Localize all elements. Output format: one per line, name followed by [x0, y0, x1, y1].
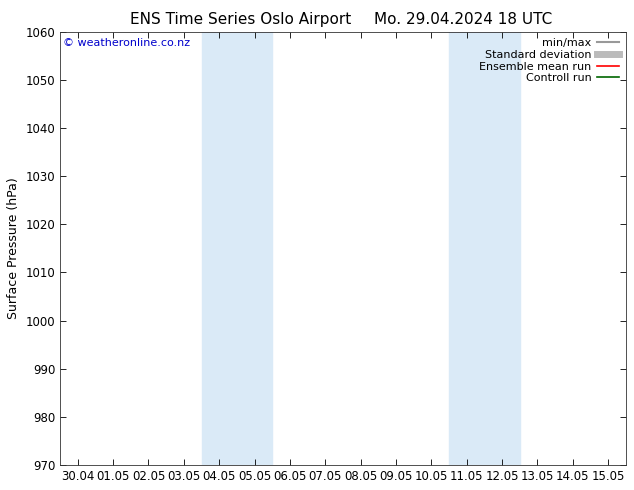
Text: Mo. 29.04.2024 18 UTC: Mo. 29.04.2024 18 UTC: [373, 12, 552, 27]
Bar: [202, 31, 272, 465]
Text: ENS Time Series Oslo Airport: ENS Time Series Oslo Airport: [131, 12, 351, 27]
Y-axis label: Surface Pressure (hPa): Surface Pressure (hPa): [7, 177, 20, 319]
Bar: [449, 31, 520, 465]
Legend: min/max, Standard deviation, Ensemble mean run, Controll run: min/max, Standard deviation, Ensemble me…: [475, 34, 623, 88]
Text: © weatheronline.co.nz: © weatheronline.co.nz: [63, 38, 190, 48]
